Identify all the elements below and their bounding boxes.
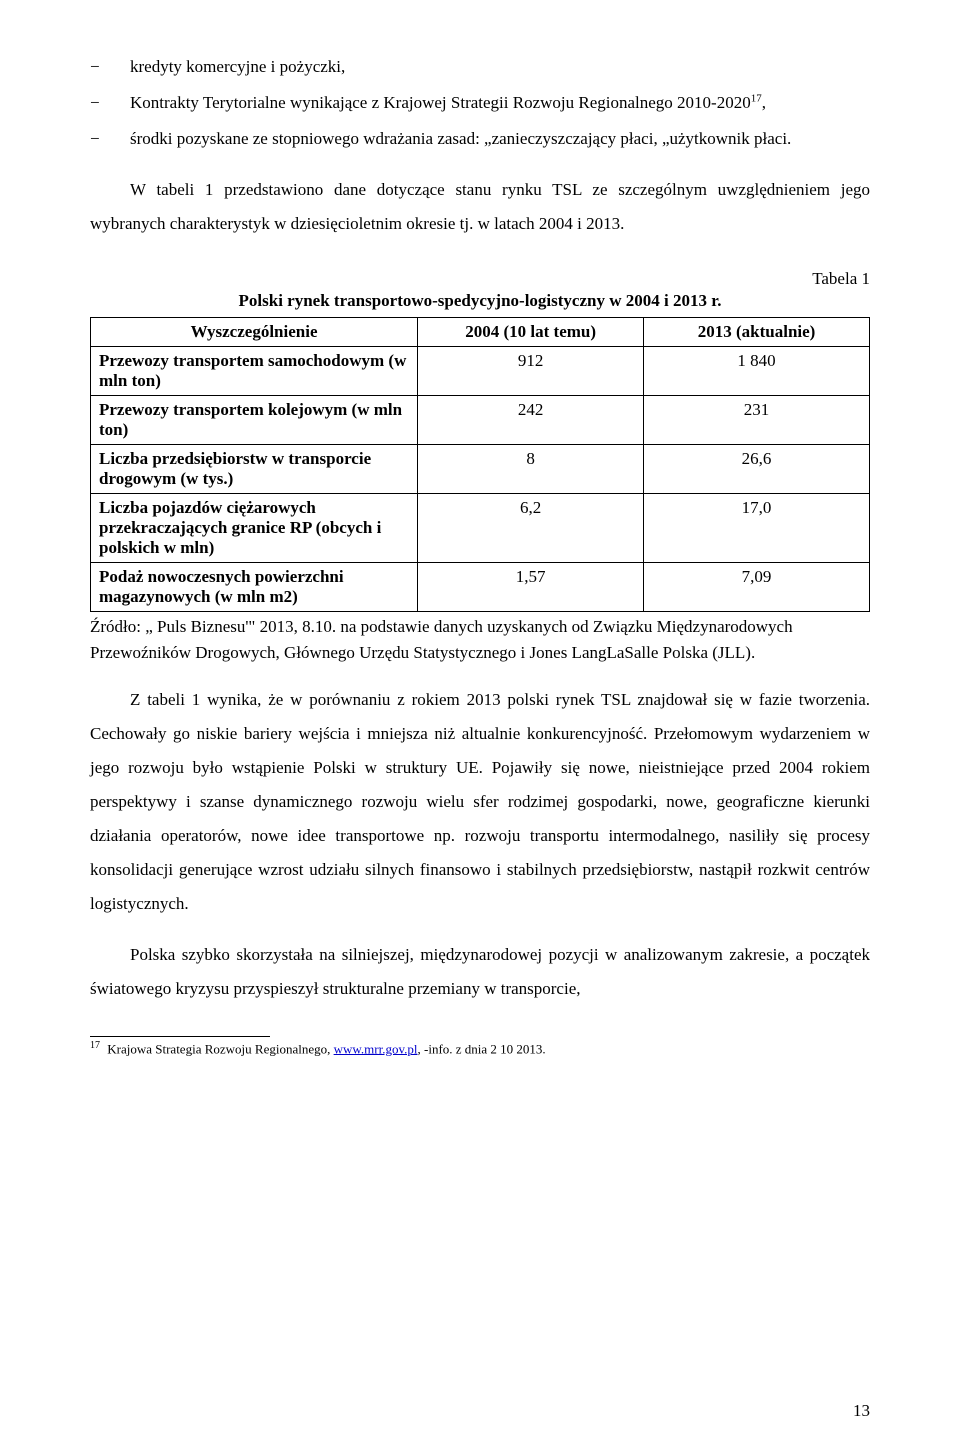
footnote-text: , -info. z dnia 2 10 2013. bbox=[418, 1041, 546, 1056]
body-paragraph-1: Z tabeli 1 wynika, że w porównaniu z rok… bbox=[90, 683, 870, 921]
row-value: 231 bbox=[644, 396, 870, 445]
row-value: 7,09 bbox=[644, 563, 870, 612]
row-value: 1,57 bbox=[418, 563, 644, 612]
bullet-block: − kredyty komercyjne i pożyczki, − Kontr… bbox=[90, 50, 870, 156]
list-item: − kredyty komercyjne i pożyczki, bbox=[90, 50, 870, 84]
page-container: − kredyty komercyjne i pożyczki, − Kontr… bbox=[0, 0, 960, 1451]
row-label: Liczba pojazdów ciężarowych przekraczają… bbox=[91, 494, 418, 563]
col-header: 2004 (10 lat temu) bbox=[418, 318, 644, 347]
body-paragraph-2: Polska szybko skorzystała na silniejszej… bbox=[90, 938, 870, 1006]
bullet-text-part: , bbox=[762, 93, 766, 112]
row-value: 1 840 bbox=[644, 347, 870, 396]
bullet-text: środki pozyskane ze stopniowego wdrażani… bbox=[130, 122, 870, 156]
bullet-marker: − bbox=[90, 86, 130, 120]
footnote-rule bbox=[90, 1036, 270, 1037]
footnote-link[interactable]: www.mrr.gov.pl bbox=[334, 1041, 418, 1056]
table-source: Źródło: „ Puls Biznesu'" 2013, 8.10. na … bbox=[90, 614, 870, 665]
row-value: 8 bbox=[418, 445, 644, 494]
row-value: 26,6 bbox=[644, 445, 870, 494]
page-number: 13 bbox=[853, 1401, 870, 1421]
col-header: 2013 (aktualnie) bbox=[644, 318, 870, 347]
table-caption-row: Tabela 1 bbox=[90, 269, 870, 289]
row-label: Przewozy transportem kolejowym (w mln to… bbox=[91, 396, 418, 445]
table-row: Przewozy transportem samochodowym (w mln… bbox=[91, 347, 870, 396]
row-value: 912 bbox=[418, 347, 644, 396]
table-row: Liczba pojazdów ciężarowych przekraczają… bbox=[91, 494, 870, 563]
table-caption: Tabela 1 bbox=[812, 269, 870, 289]
bullet-text: Kontrakty Terytorialne wynikające z Kraj… bbox=[130, 86, 870, 120]
footnote-text: Krajowa Strategia Rozwoju Regionalnego, bbox=[107, 1041, 333, 1056]
tsl-table: Wyszczególnienie 2004 (10 lat temu) 2013… bbox=[90, 317, 870, 612]
bullet-text-part: Kontrakty Terytorialne wynikające z Kraj… bbox=[130, 93, 751, 112]
row-value: 6,2 bbox=[418, 494, 644, 563]
footnote: 17 Krajowa Strategia Rozwoju Regionalneg… bbox=[90, 1039, 870, 1059]
bullet-marker: − bbox=[90, 122, 130, 156]
row-label: Podaż nowoczesnych powierzchni magazynow… bbox=[91, 563, 418, 612]
list-item: − Kontrakty Terytorialne wynikające z Kr… bbox=[90, 86, 870, 120]
row-value: 242 bbox=[418, 396, 644, 445]
footnote-ref: 17 bbox=[751, 92, 762, 104]
list-item: − środki pozyskane ze stopniowego wdraża… bbox=[90, 122, 870, 156]
intro-paragraph: W tabeli 1 przedstawiono dane dotyczące … bbox=[90, 173, 870, 241]
bullet-text: kredyty komercyjne i pożyczki, bbox=[130, 50, 870, 84]
footnote-number: 17 bbox=[90, 1040, 100, 1051]
table-title: Polski rynek transportowo-spedycyjno-log… bbox=[90, 291, 870, 311]
row-label: Przewozy transportem samochodowym (w mln… bbox=[91, 347, 418, 396]
col-header: Wyszczególnienie bbox=[91, 318, 418, 347]
table-header-row: Wyszczególnienie 2004 (10 lat temu) 2013… bbox=[91, 318, 870, 347]
row-value: 17,0 bbox=[644, 494, 870, 563]
row-label: Liczba przedsiębiorstw w transporcie dro… bbox=[91, 445, 418, 494]
bullet-marker: − bbox=[90, 50, 130, 84]
table-row: Podaż nowoczesnych powierzchni magazynow… bbox=[91, 563, 870, 612]
table-row: Przewozy transportem kolejowym (w mln to… bbox=[91, 396, 870, 445]
table-row: Liczba przedsiębiorstw w transporcie dro… bbox=[91, 445, 870, 494]
